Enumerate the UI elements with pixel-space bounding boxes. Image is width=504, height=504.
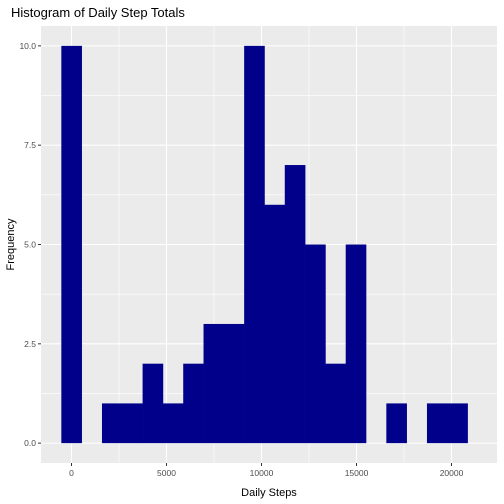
y-axis-ticks: 0.0 2.5 5.0 7.5 10.0 bbox=[19, 41, 41, 448]
histogram-bar bbox=[264, 204, 286, 444]
y-tick-label: 2.5 bbox=[24, 339, 36, 349]
y-tick-label: 0.0 bbox=[24, 438, 36, 448]
histogram-bar bbox=[162, 403, 184, 444]
histogram-bar bbox=[183, 363, 204, 444]
y-axis-title: Frequency bbox=[5, 218, 17, 270]
y-tick-label: 7.5 bbox=[24, 140, 36, 150]
x-axis-ticks: 0 5000 10000 15000 20000 bbox=[69, 463, 464, 478]
x-axis-title: Daily Steps bbox=[241, 487, 297, 499]
histogram-bar bbox=[345, 244, 367, 444]
histogram-bar bbox=[244, 45, 265, 444]
histogram-bar bbox=[223, 323, 245, 444]
chart-title: Histogram of Daily Step Totals bbox=[11, 5, 185, 20]
x-tick-label: 10000 bbox=[250, 468, 274, 478]
histogram-bar bbox=[101, 403, 123, 444]
y-tick-label: 10.0 bbox=[19, 41, 36, 51]
x-tick-label: 5000 bbox=[157, 468, 176, 478]
histogram-bar bbox=[325, 363, 347, 444]
x-tick-label: 20000 bbox=[440, 468, 464, 478]
histogram-bar bbox=[426, 403, 448, 444]
x-tick-label: 0 bbox=[69, 468, 74, 478]
y-tick-label: 5.0 bbox=[24, 240, 36, 250]
histogram-bar bbox=[142, 363, 164, 444]
histogram-bar bbox=[122, 403, 143, 444]
histogram-bar bbox=[61, 45, 82, 444]
histogram-bar bbox=[305, 244, 326, 444]
histogram-bar bbox=[386, 403, 407, 444]
histogram-bar bbox=[203, 323, 225, 444]
histogram-bar bbox=[284, 165, 306, 444]
histogram-bar bbox=[447, 403, 468, 444]
histogram-bars bbox=[61, 45, 468, 444]
x-tick-label: 15000 bbox=[345, 468, 369, 478]
